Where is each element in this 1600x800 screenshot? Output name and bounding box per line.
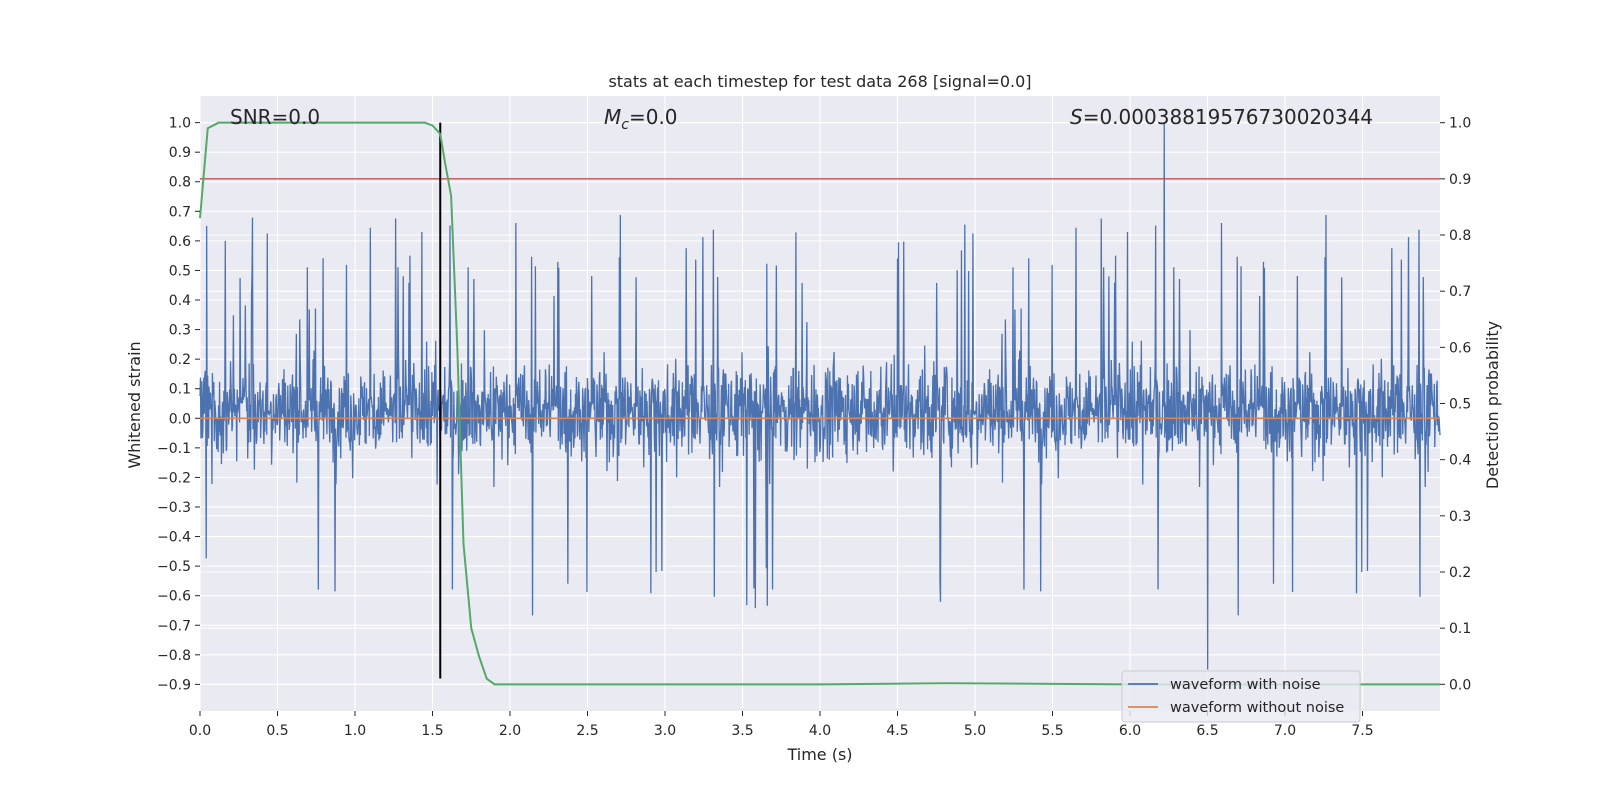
x-tick-label: 2.5 (576, 723, 598, 739)
x-tick-label: 6.5 (1196, 723, 1218, 739)
y2-tick-label: 0.5 (1449, 397, 1471, 413)
y-tick-label: 0.8 (169, 175, 191, 191)
y-tick-label: 0.6 (169, 234, 191, 250)
x-tick-label: 3.5 (731, 723, 753, 739)
y2-tick-label: 1.0 (1449, 116, 1471, 132)
legend-label-waveform-with-noise: waveform with noise (1170, 677, 1321, 693)
x-tick-label: 0.0 (189, 723, 211, 739)
y-tick-label: −0.2 (157, 470, 191, 486)
y2-tick-label: 0.3 (1449, 509, 1471, 525)
chirp-mass-value: =0.0 (629, 105, 678, 129)
s-symbol: S (1070, 105, 1083, 129)
snr-annotation: SNR=0.0 (230, 105, 320, 129)
x-tick-label: 4.0 (809, 723, 831, 739)
y-tick-label: 0.7 (169, 204, 191, 220)
y2-tick-label: 0.6 (1449, 340, 1471, 356)
y2-tick-label: 0.8 (1449, 228, 1471, 244)
x-tick-label: 3.0 (654, 723, 676, 739)
y2-tick-label: 0.0 (1449, 677, 1471, 693)
y-tick-label: −0.1 (157, 441, 191, 457)
x-tick-label: 0.5 (266, 723, 288, 739)
y-tick-label: −0.6 (157, 589, 191, 605)
x-tick-label: 6.0 (1119, 723, 1141, 739)
y2-tick-label: 0.9 (1449, 172, 1471, 188)
y-tick-label: 0.1 (169, 382, 191, 398)
chirp-mass-symbol: M (604, 105, 621, 129)
y-tick-label: 0.4 (169, 293, 191, 309)
chirp-mass-subscript: c (621, 117, 629, 133)
s-annotation: S=0.00038819576730020344 (1070, 105, 1373, 129)
y-tick-label: 0.2 (169, 352, 191, 368)
legend-label-waveform-without-noise: waveform without noise (1170, 700, 1344, 716)
x-axis-ticks: 0.0 0.5 1.0 1.5 2.0 2.5 3.0 3.5 4.0 4.5 5.0 5.5 6.0 6… (189, 711, 1374, 739)
x-tick-label: 1.0 (344, 723, 366, 739)
series-waveform-with-noise (199, 122, 1441, 670)
y-tick-label: 0.5 (169, 263, 191, 279)
series-detection-probability (199, 121, 1440, 686)
y-tick-label: −0.4 (157, 530, 191, 546)
y-tick-label: −0.3 (157, 500, 191, 516)
y-tick-label: 0.9 (169, 145, 191, 161)
x-axis-label: Time (s) (786, 745, 852, 764)
x-tick-label: 7.5 (1351, 723, 1373, 739)
y2-tick-label: 0.2 (1449, 565, 1471, 581)
y-tick-label: −0.8 (157, 648, 191, 664)
y-tick-label: −0.5 (157, 559, 191, 575)
y-tick-label: −0.7 (157, 618, 191, 634)
s-value: =0.00038819576730020344 (1083, 105, 1373, 129)
chirp-mass-annotation: Mc=0.0 (604, 105, 678, 133)
y2-tick-label: 0.7 (1449, 284, 1471, 300)
x-tick-label: 1.5 (421, 723, 443, 739)
x-tick-label: 5.5 (1041, 723, 1063, 739)
y2-axis-ticks: 1.0 0.9 0.8 0.7 0.6 0.5 0.4 0.3 0.2 0.1 0.0 (1440, 116, 1471, 693)
y2-axis-label: Detection probability (1483, 321, 1502, 489)
legend-box (1121, 670, 1361, 723)
x-tick-label: 7.0 (1274, 723, 1296, 739)
x-tick-label: 2.0 (499, 723, 521, 739)
y-tick-label: 1.0 (169, 116, 191, 132)
y-axis-ticks: 1.0 0.9 0.8 0.7 0.6 0.5 0.4 0.3 0.2 0.1 0.0 −0.1 −0.… (157, 116, 200, 693)
x-tick-label: 4.5 (886, 723, 908, 739)
y-tick-label: 0.0 (169, 411, 191, 427)
y-tick-label: −0.9 (157, 677, 191, 693)
legend: waveform with noise waveform without noi… (1121, 670, 1361, 723)
chart-title: stats at each timestep for test data 268… (608, 72, 1031, 91)
y-axis-label: Whitened strain (125, 341, 144, 468)
x-tick-label: 5.0 (964, 723, 986, 739)
y-tick-label: 0.3 (169, 323, 191, 339)
y2-tick-label: 0.4 (1449, 453, 1471, 469)
y2-tick-label: 0.1 (1449, 621, 1471, 637)
data-layer (199, 121, 1441, 686)
